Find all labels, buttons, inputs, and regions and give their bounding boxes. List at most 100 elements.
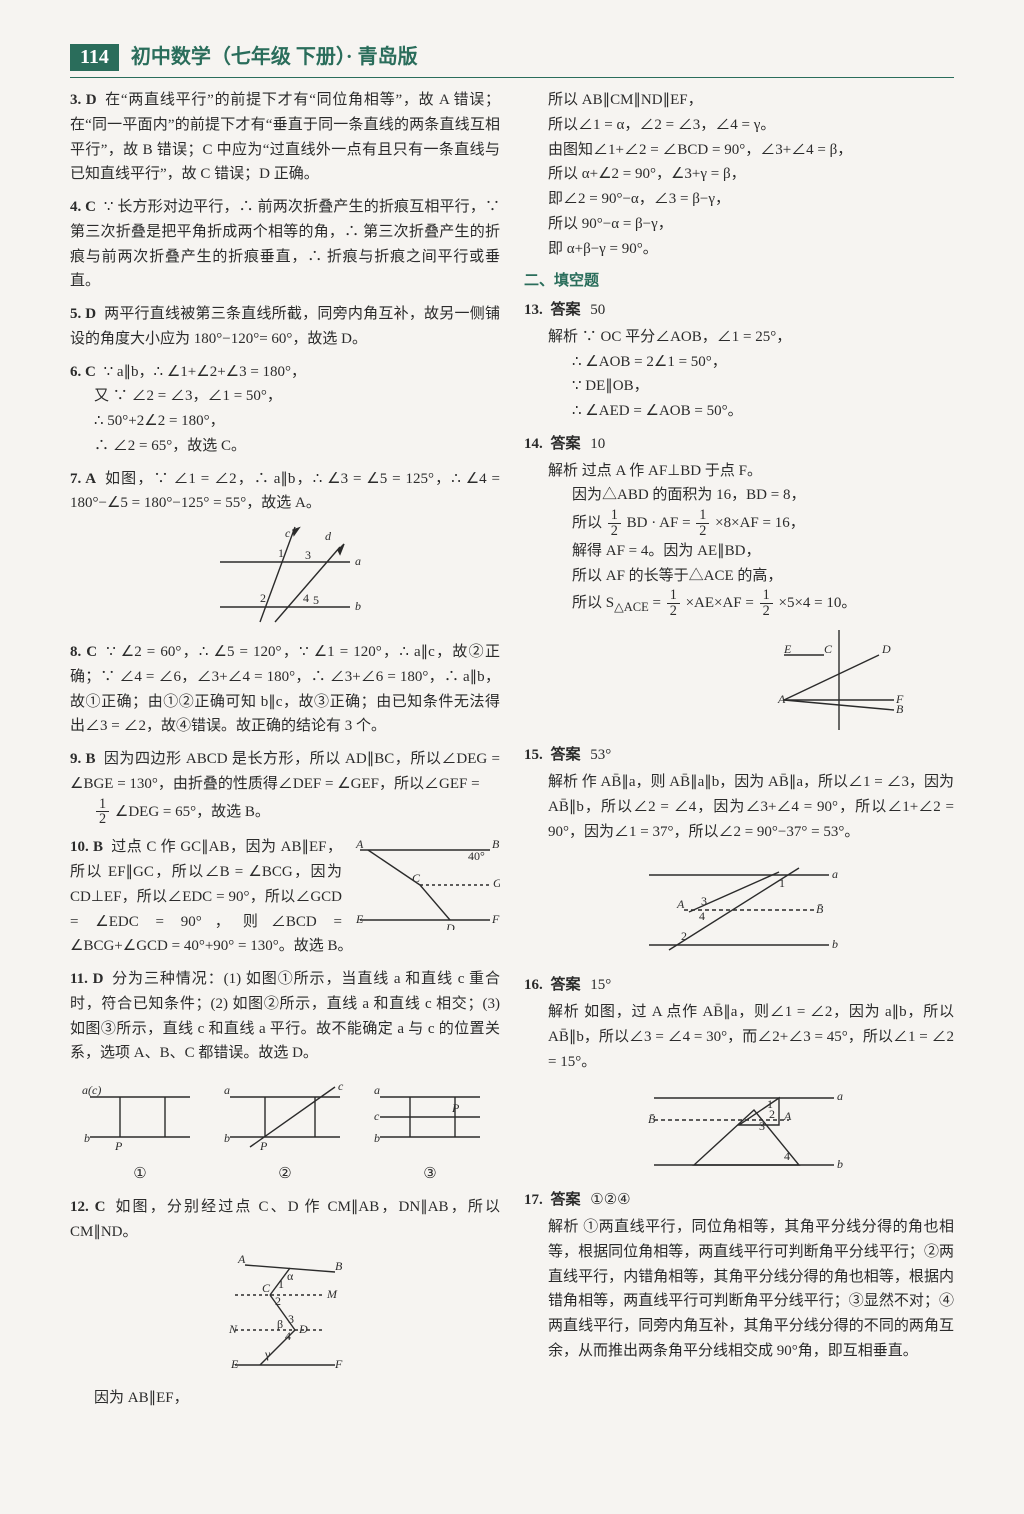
item-14-e3b: BD · AF = [627,515,691,531]
item-5: 5. D 两平行直线被第三条直线所截，同旁内角互补，故另一侧铺设的角度大小应为 … [70,302,500,352]
r-l7: 即 α+β−γ = 90°。 [524,237,954,262]
svg-text:N: N [228,1322,238,1336]
frac-half-14b: 1 2 [696,508,709,539]
svg-text:F: F [491,912,500,926]
item-8-text: ∵ ∠2 = 60°，∴ ∠5 = 120°，∵ ∠1 = 120°，∴ a∥c… [70,644,500,734]
r-l1: 所以 AB∥CM∥ND∥EF， [524,88,954,113]
svg-text:1: 1 [278,546,284,560]
item-13-lead: 13. [524,302,543,318]
item-9-pre: 因为四边形 ABCD 是长方形，所以 AD∥BC，所以∠DEG = ∠BGE =… [70,751,500,792]
svg-text:5: 5 [313,593,319,607]
item-14-e3: 所以 1 2 BD · AF = 1 2 ×8×AF = 16， [548,508,954,539]
svg-text:c: c [374,1109,380,1123]
item-15: 15. 答案 53° 解析 作 AB̄∥a，则 AB̄∥a∥b，因为 AB̄∥a… [524,743,954,965]
svg-text:2: 2 [681,929,687,943]
svg-text:b: b [84,1131,90,1145]
frac-den: 2 [760,604,773,619]
answer-label: 答案 [551,302,581,318]
answer-label: 答案 [551,977,581,993]
frac-num: 1 [696,508,709,524]
right-column: 所以 AB∥CM∥ND∥EF， 所以∠1 = α，∠2 = ∠3，∠4 = γ。… [524,88,954,1419]
svg-text:A: A [676,897,685,911]
item-17-lead: 17. [524,1192,543,1208]
item-10: A B E F D C G 40° 10. B 过点 C 作 GC∥AB，因为 … [70,835,500,959]
r-l5: 即∠2 = 90°−α，∠3 = β−γ， [524,187,954,212]
item-14-e1: 过点 A 作 AF⊥BD 于点 F。 [582,463,762,479]
svg-text:4: 4 [699,909,705,923]
item-6-lead: 6. C [70,364,96,380]
svg-text:P: P [451,1101,460,1115]
answer-label: 答案 [551,1192,581,1208]
item-15-expl: 解析 作 AB̄∥a，则 AB̄∥a∥b，因为 AB̄∥a，所以∠1 = ∠3，… [524,770,954,844]
item-13-ans: 13. 答案 50 [524,298,954,323]
item-14-e6: 所以 S△ACE = 1 2 ×AE×AF = 1 2 ×5×4 = 10。 [548,588,954,619]
item-14-e3c: ×8×AF = 16， [715,515,805,531]
svg-text:a: a [355,554,361,568]
item-7-figure: c d a b 1 3 2 4 5 [70,522,500,632]
svg-text:4: 4 [303,591,309,605]
item-13-expl: 解析 ∵ OC 平分∠AOB，∠1 = 25°， ∴ ∠AOB = 2∠1 = … [524,325,954,424]
item-6-l3: ∴ 50°+2∠2 = 180°， [70,409,500,434]
svg-text:γ: γ [264,1347,271,1361]
svg-text:α: α [287,1269,294,1283]
svg-text:A: A [783,1109,792,1123]
svg-text:P: P [114,1139,123,1153]
item-6-l1: ∵ a∥b，∴ ∠1+∠2+∠3 = 180°， [104,364,306,380]
svg-text:b: b [374,1131,380,1145]
svg-text:b: b [832,937,838,951]
item-9-tail: 1 2 ∠DEG = 65°，故选 B。 [70,797,500,828]
item-11-text: 分为三种情况：(1) 如图①所示，当直线 a 和直线 c 重合时，符合已知条件；… [70,971,500,1061]
frac-num: 1 [667,588,680,604]
item-7-text: 如图，∵ ∠1 = ∠2，∴ a∥b，∴ ∠3 = ∠5 = 125°，∴ ∠4… [70,471,500,512]
answer-label: 答案 [551,747,581,763]
page-header: 114 初中数学（七年级 下册）· 青岛版 [70,40,954,78]
item-13-e3: ∵ DE∥OB， [548,374,954,399]
item-9: 9. B 因为四边形 ABCD 是长方形，所以 AD∥BC，所以∠DEG = ∠… [70,747,500,827]
fig3-label: ③ [370,1162,490,1187]
svg-text:1: 1 [278,1277,284,1291]
svg-text:2: 2 [260,591,266,605]
item-3: 3. D 在“两直线平行”的前提下才有“同位角相等”，故 A 错误；在“同一平面… [70,88,500,187]
svg-text:d: d [325,529,332,543]
svg-text:β: β [277,1317,283,1331]
item-14-e6d: ×5×4 = 10。 [779,595,857,611]
svg-text:P: P [259,1139,268,1153]
svg-text:2: 2 [769,1107,775,1121]
item-9-lead: 9. B [70,751,96,767]
item-16-lead: 16. [524,977,543,993]
item-11-fig3: a b c P ③ [370,1072,490,1187]
svg-text:4: 4 [784,1149,790,1163]
item-11: 11. D 分为三种情况：(1) 如图①所示，当直线 a 和直线 c 重合时，符… [70,967,500,1187]
item-14-figure: A B C D E F [524,625,954,735]
svg-text:A: A [355,837,364,851]
item-3-lead: 3. D [70,92,97,108]
svg-text:E: E [783,642,792,656]
item-15-text: 作 AB̄∥a，则 AB̄∥a∥b，因为 AB̄∥a，所以∠1 = ∠3，因为 … [548,774,954,840]
svg-text:4: 4 [285,1329,291,1343]
svg-text:3: 3 [759,1119,765,1133]
item-17-expl: 解析 ①两直线平行，同位角相等，其角平分线分得的角也相等，根据同位角相等，两直线… [524,1215,954,1364]
frac-den: 2 [667,604,680,619]
svg-text:G: G [493,876,500,890]
item-14-e4: 解得 AF = 4。因为 AE∥BD， [548,539,954,564]
svg-text:3: 3 [701,894,707,908]
item-16-ans: 16. 答案 15° [524,973,954,998]
item-14: 14. 答案 10 解析 过点 A 作 AF⊥BD 于点 F。 因为△ABD 的… [524,432,954,736]
svg-text:a: a [832,867,838,881]
svg-text:1: 1 [779,876,785,890]
svg-text:A: A [777,692,786,706]
left-column: 3. D 在“两直线平行”的前提下才有“同位角相等”，故 A 错误；在“同一平面… [70,88,500,1419]
svg-text:c: c [285,526,291,540]
item-10-figure: A B E F D C G 40° [350,835,500,930]
item-16-ans-value: 15° [590,977,611,993]
item-13: 13. 答案 50 解析 ∵ OC 平分∠AOB，∠1 = 25°， ∴ ∠AO… [524,298,954,424]
item-14-e6c: ×AE×AF = [686,595,754,611]
columns: 3. D 在“两直线平行”的前提下才有“同位角相等”，故 A 错误；在“同一平面… [70,88,954,1419]
item-12-tail: 因为 AB∥EF， [70,1386,500,1411]
frac-half-14c: 1 2 [667,588,680,619]
item-4-lead: 4. C [70,199,96,215]
item-14-e6a: 所以 S [572,595,614,611]
item-11-fig1: a(c) b P ① [80,1072,200,1187]
item-6-l2: 又 ∵ ∠2 = ∠3，∠1 = 50°， [70,384,500,409]
item-15-lead: 15. [524,747,543,763]
